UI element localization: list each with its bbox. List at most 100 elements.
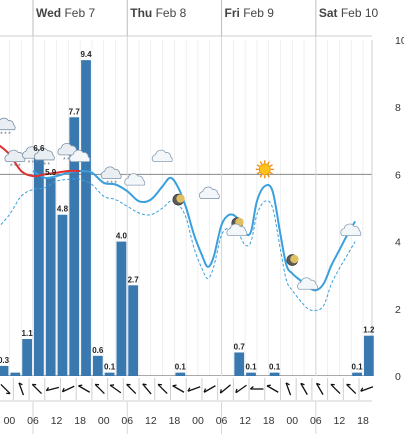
y-axis: 0 2 4 6 8 10	[395, 35, 404, 383]
snowflake-glyph: *	[63, 157, 66, 164]
sun-ray	[270, 172, 273, 174]
precip-value-label: 0.1	[245, 363, 257, 372]
precip-bar	[270, 373, 280, 376]
hour-tick-label: 12	[239, 415, 251, 427]
precip-bar	[175, 373, 185, 376]
day-header-wed: Wed Feb 7	[36, 6, 95, 20]
sun-ray	[260, 175, 262, 178]
cloud-icon	[227, 224, 247, 235]
precipitation-bars	[0, 60, 374, 376]
precip-bar	[246, 373, 256, 376]
precip-value-label: 9.4	[80, 50, 92, 59]
snowflake-glyph: *	[36, 160, 39, 167]
day-weekday: Sat	[319, 6, 338, 20]
precip-bar	[34, 154, 44, 376]
hour-tick-label: 06	[27, 415, 39, 427]
snowflake-glyph: *	[14, 164, 17, 171]
sun-ray	[268, 162, 270, 165]
y-tick-label: 2	[395, 304, 401, 316]
wind-arrow-head	[220, 389, 221, 393]
snowflake-glyph: *	[18, 164, 21, 171]
sun-disc	[259, 164, 270, 175]
snowflake-glyph: *	[110, 180, 113, 187]
snow-cloud-icon: ***	[101, 167, 121, 187]
precip-value-label: 6.6	[33, 144, 45, 153]
wind-arrow-head	[173, 385, 177, 386]
moon-icon	[287, 255, 299, 266]
day-header-fri: Fri Feb 9	[225, 6, 275, 20]
precip-value-label: 0.1	[104, 363, 116, 372]
precip-bar	[22, 339, 32, 376]
snowflake-glyph: *	[0, 132, 3, 139]
snowflake-glyph: *	[39, 162, 42, 169]
precip-bar	[105, 373, 115, 376]
snowflake-glyph: *	[28, 160, 31, 167]
moon-crescent	[176, 194, 184, 202]
cloud-icon	[152, 150, 172, 161]
hour-tick-label: 00	[192, 415, 204, 427]
precip-value-label: 0.1	[269, 363, 281, 372]
precip-bar	[58, 215, 68, 376]
cloud-shape	[199, 187, 219, 198]
precip-bar	[234, 352, 244, 376]
day-header-thu: Thu Feb 8	[130, 6, 186, 20]
snowflake-glyph: *	[10, 164, 13, 171]
hour-tick-label: 06	[121, 415, 133, 427]
y-tick-label: 8	[395, 102, 401, 114]
precip-value-label: 4.8	[57, 205, 69, 214]
precip-bar	[364, 336, 374, 376]
day-weekday: Thu	[130, 6, 152, 20]
precip-value-label: 1.1	[22, 329, 34, 338]
precip-bar	[352, 373, 362, 376]
day-date: Feb 9	[240, 6, 274, 20]
hour-tick-label: 06	[310, 415, 322, 427]
y-tick-label: 6	[395, 169, 401, 181]
precip-bar	[128, 285, 138, 376]
snowflake-glyph: *	[8, 132, 11, 139]
y-tick-label: 4	[395, 237, 401, 249]
sun-ray	[257, 165, 260, 167]
hour-tick-label: 06	[216, 415, 228, 427]
sun-ray	[257, 172, 260, 174]
hour-tick-label: 18	[169, 415, 181, 427]
hour-tick-label: 00	[98, 415, 110, 427]
precip-value-label: 7.7	[69, 107, 81, 116]
cloud-shape	[227, 224, 247, 235]
precip-bar	[81, 60, 91, 376]
precip-bar	[46, 178, 56, 376]
hour-tick-label: 00	[4, 415, 16, 427]
y-tick-label: 0	[395, 371, 401, 383]
sun-icon	[256, 160, 274, 178]
wind-row	[0, 376, 373, 402]
moon-icon	[173, 194, 185, 205]
cloud-icon	[199, 187, 219, 198]
hour-tick-label: 18	[74, 415, 86, 427]
precip-bar	[0, 366, 8, 376]
hour-tick-label: 12	[51, 415, 63, 427]
hour-tick-label: 12	[145, 415, 157, 427]
precip-value-label: 1.2	[363, 326, 375, 335]
precip-value-label: 0.1	[175, 363, 187, 372]
precip-value-label: 0.7	[234, 342, 246, 351]
cloud-shape	[341, 224, 361, 235]
wind-arrow-head	[267, 385, 271, 386]
snowflake-glyph: *	[32, 160, 35, 167]
moon-crescent	[290, 255, 298, 263]
sun-ray	[268, 175, 270, 178]
cloud-shape	[0, 118, 15, 129]
day-weekday: Wed	[36, 6, 61, 20]
day-date: Feb 8	[152, 6, 186, 20]
cloud-shape	[152, 150, 172, 161]
precip-value-label: 5.9	[45, 168, 57, 177]
precip-value-label: 0.6	[92, 346, 104, 355]
wind-arrow-head	[143, 384, 147, 385]
precip-value-label: 0.3	[0, 356, 10, 365]
y-tick-label: 10	[395, 35, 404, 47]
hour-tick-label: 18	[357, 415, 369, 427]
day-date: Feb 10	[338, 6, 379, 20]
day-header-sat: Sat Feb 10	[319, 6, 379, 20]
cloud-shape	[101, 167, 121, 178]
precip-value-label: 2.7	[128, 275, 140, 284]
